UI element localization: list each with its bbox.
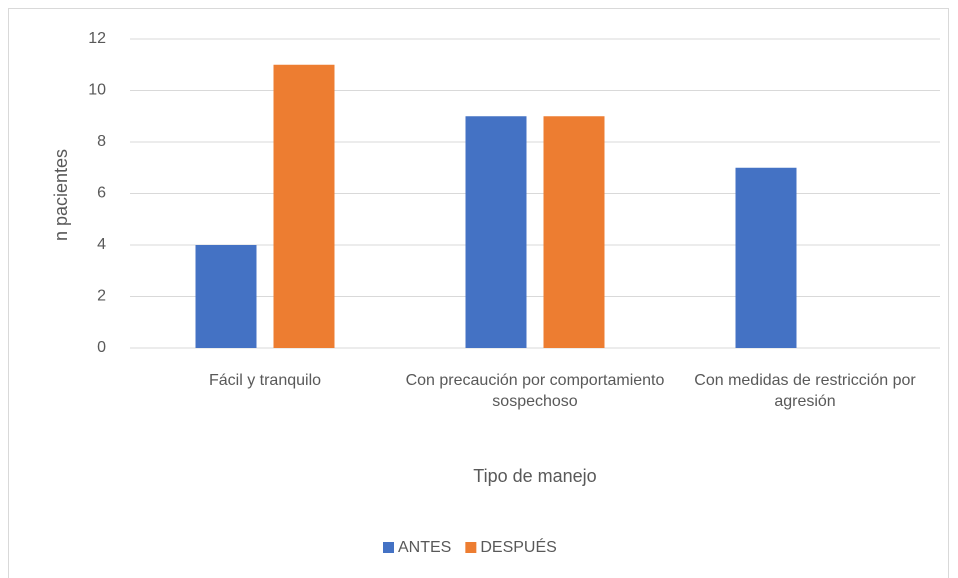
y-tick-label: 0 <box>97 339 106 356</box>
x-tick-label: Con medidas de restricción por agresión <box>694 372 916 410</box>
legend-label: ANTES <box>398 539 451 556</box>
y-tick-label: 8 <box>97 133 106 150</box>
y-tick-label: 2 <box>97 288 106 305</box>
x-tick-label: Con precaución por comportamiento sospec… <box>405 372 665 410</box>
chart-border <box>8 8 949 578</box>
legend-label: DESPUÉS <box>480 537 556 556</box>
y-tick-label: 12 <box>88 30 106 47</box>
y-tick-label: 10 <box>88 82 106 99</box>
legend-swatch <box>465 542 477 553</box>
bar <box>195 245 257 348</box>
bar <box>273 64 335 348</box>
y-tick-label: 4 <box>97 236 106 253</box>
y-tick-label: 6 <box>97 185 106 202</box>
bar <box>735 167 797 348</box>
x-tick-label: Fácil y tranquilo <box>208 372 322 389</box>
x-axis-title: Tipo de manejo <box>473 466 596 486</box>
bar <box>465 116 527 348</box>
bar <box>543 116 605 348</box>
y-axis-title: n pacientes <box>51 149 71 241</box>
legend-swatch <box>383 542 394 553</box>
